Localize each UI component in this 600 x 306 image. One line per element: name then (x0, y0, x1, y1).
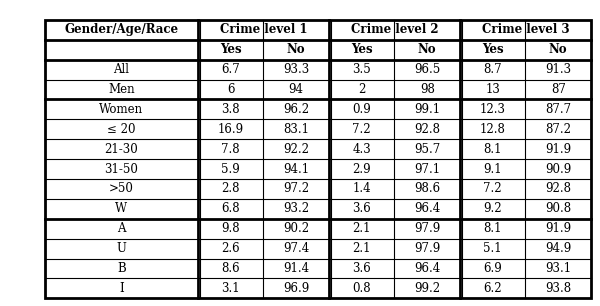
Text: Gender/Age/Race: Gender/Age/Race (64, 23, 179, 36)
Text: B: B (117, 262, 126, 275)
Text: >50: >50 (109, 182, 134, 196)
Text: 91.4: 91.4 (283, 262, 309, 275)
Text: 21-30: 21-30 (104, 143, 139, 156)
Text: 3.6: 3.6 (352, 262, 371, 275)
Text: No: No (287, 43, 305, 56)
Text: 7.2: 7.2 (484, 182, 502, 196)
Text: 92.2: 92.2 (283, 143, 309, 156)
Text: U: U (116, 242, 127, 255)
Text: 99.1: 99.1 (414, 103, 440, 116)
Text: 6.8: 6.8 (221, 202, 240, 215)
Text: 9.8: 9.8 (221, 222, 240, 235)
Text: W: W (115, 202, 128, 215)
Text: 90.9: 90.9 (545, 162, 571, 176)
Text: 8.7: 8.7 (484, 63, 502, 76)
Text: 97.1: 97.1 (414, 162, 440, 176)
Text: 96.9: 96.9 (283, 282, 309, 295)
Text: 96.4: 96.4 (414, 202, 440, 215)
Text: 91.9: 91.9 (545, 143, 571, 156)
Text: No: No (418, 43, 437, 56)
Text: 95.7: 95.7 (414, 143, 440, 156)
Text: 87.2: 87.2 (545, 123, 571, 136)
Text: 92.8: 92.8 (414, 123, 440, 136)
Text: 3.5: 3.5 (352, 63, 371, 76)
Text: 2.1: 2.1 (352, 242, 371, 255)
Text: 93.8: 93.8 (545, 282, 571, 295)
Text: 6.9: 6.9 (484, 262, 502, 275)
Text: 93.3: 93.3 (283, 63, 309, 76)
Text: 97.4: 97.4 (283, 242, 309, 255)
Text: 3.8: 3.8 (221, 103, 240, 116)
Text: 96.4: 96.4 (414, 262, 440, 275)
Text: 94.9: 94.9 (545, 242, 571, 255)
Text: 8.1: 8.1 (484, 222, 502, 235)
Text: Yes: Yes (482, 43, 503, 56)
Text: 98: 98 (420, 83, 434, 96)
Text: Men: Men (108, 83, 135, 96)
Text: 2.8: 2.8 (221, 182, 240, 196)
Text: 0.9: 0.9 (352, 103, 371, 116)
Text: 6.2: 6.2 (484, 282, 502, 295)
Text: 13: 13 (485, 83, 500, 96)
Text: 87.7: 87.7 (545, 103, 571, 116)
Text: 0.8: 0.8 (352, 282, 371, 295)
Text: Crime level 2: Crime level 2 (350, 23, 438, 36)
Text: 9.2: 9.2 (484, 202, 502, 215)
Text: 97.9: 97.9 (414, 222, 440, 235)
Text: 90.2: 90.2 (283, 222, 309, 235)
Text: 91.3: 91.3 (545, 63, 571, 76)
Text: 2.1: 2.1 (352, 222, 371, 235)
Text: 5.1: 5.1 (484, 242, 502, 255)
Text: 93.1: 93.1 (545, 262, 571, 275)
Text: 1.4: 1.4 (352, 182, 371, 196)
Text: 93.2: 93.2 (283, 202, 309, 215)
Text: 31-50: 31-50 (104, 162, 139, 176)
Text: 97.9: 97.9 (414, 242, 440, 255)
Text: 97.2: 97.2 (283, 182, 309, 196)
Text: 2.6: 2.6 (221, 242, 240, 255)
Text: 96.2: 96.2 (283, 103, 309, 116)
Text: Women: Women (100, 103, 143, 116)
Text: 90.8: 90.8 (545, 202, 571, 215)
Text: 2: 2 (358, 83, 365, 96)
Text: 92.8: 92.8 (545, 182, 571, 196)
Text: 6.7: 6.7 (221, 63, 240, 76)
Text: 96.5: 96.5 (414, 63, 440, 76)
Text: 8.6: 8.6 (221, 262, 240, 275)
Text: 7.2: 7.2 (352, 123, 371, 136)
Text: 16.9: 16.9 (218, 123, 244, 136)
Text: All: All (113, 63, 130, 76)
Text: 83.1: 83.1 (283, 123, 309, 136)
Text: Crime level 1: Crime level 1 (220, 23, 307, 36)
Text: 94.1: 94.1 (283, 162, 309, 176)
Text: 94: 94 (289, 83, 304, 96)
Text: Crime level 3: Crime level 3 (482, 23, 569, 36)
Text: 7.8: 7.8 (221, 143, 240, 156)
Text: 5.9: 5.9 (221, 162, 240, 176)
Text: 98.6: 98.6 (414, 182, 440, 196)
Text: 3.6: 3.6 (352, 202, 371, 215)
Text: 3.1: 3.1 (221, 282, 240, 295)
Text: A: A (117, 222, 125, 235)
Text: 87: 87 (551, 83, 566, 96)
Text: 4.3: 4.3 (352, 143, 371, 156)
Text: 12.8: 12.8 (480, 123, 506, 136)
Text: 2.9: 2.9 (352, 162, 371, 176)
Text: 99.2: 99.2 (414, 282, 440, 295)
Text: Yes: Yes (351, 43, 373, 56)
Text: 6: 6 (227, 83, 235, 96)
Text: 9.1: 9.1 (484, 162, 502, 176)
Text: 8.1: 8.1 (484, 143, 502, 156)
Text: 12.3: 12.3 (480, 103, 506, 116)
Text: No: No (549, 43, 568, 56)
Text: 91.9: 91.9 (545, 222, 571, 235)
Text: I: I (119, 282, 124, 295)
Text: ≤ 20: ≤ 20 (107, 123, 136, 136)
Text: Yes: Yes (220, 43, 241, 56)
